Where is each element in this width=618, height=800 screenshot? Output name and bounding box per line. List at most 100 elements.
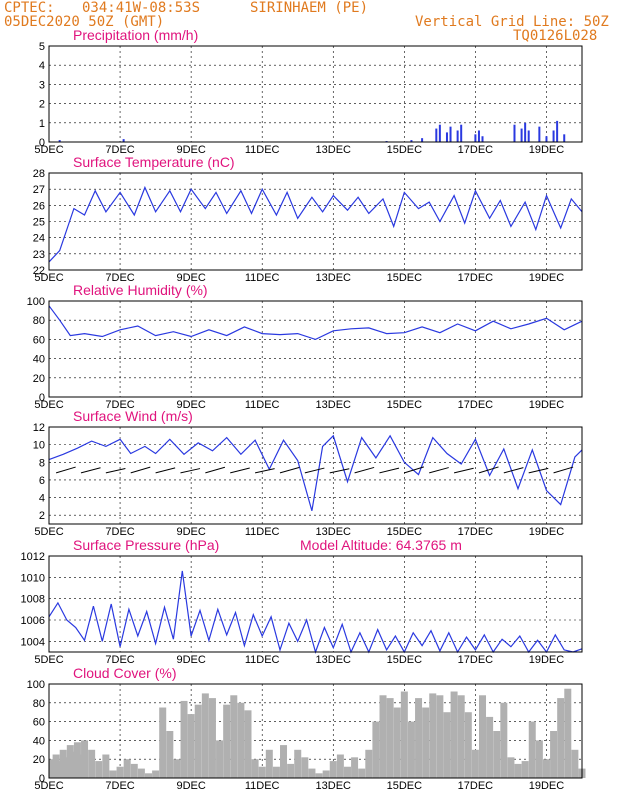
panel-frame	[48, 172, 583, 271]
bar-cloud	[407, 721, 415, 778]
bar-cloud	[379, 695, 387, 778]
x-tick-label: 5DEC	[34, 144, 63, 156]
bar-cloud	[70, 751, 78, 778]
bar-precip	[552, 130, 555, 142]
x-tick-label: 13DEC	[316, 780, 352, 792]
y-tick-label: 0	[39, 392, 45, 404]
y-tick-label: 80	[33, 315, 45, 327]
x-tick-label: 17DEC	[458, 654, 494, 666]
panel-title: Precipitation (mm/h)	[73, 27, 198, 43]
wind-arrow	[528, 467, 549, 474]
bar-precip	[524, 122, 527, 142]
bar-precip	[474, 134, 477, 142]
bar-cloud	[137, 768, 145, 778]
bar-precip	[460, 124, 463, 142]
y-tick-label: 8	[39, 457, 45, 469]
bar-cloud	[49, 759, 57, 778]
y-tick-label: 26	[33, 200, 45, 212]
y-tick-label: 0	[39, 137, 45, 149]
bar-cloud	[400, 691, 408, 778]
x-tick-label: 19DEC	[529, 144, 565, 156]
x-tick-label: 7DEC	[105, 399, 134, 411]
x-tick-label: 7DEC	[105, 526, 134, 538]
series-line-temp	[48, 185, 583, 263]
wind-arrow	[180, 468, 201, 474]
bar-cloud	[272, 766, 280, 778]
bar-cloud	[386, 698, 394, 778]
bar-cloud	[535, 740, 543, 778]
y-tick-label: 4	[39, 493, 45, 505]
x-tick-label: 15DEC	[387, 526, 423, 538]
x-tick-label: 15DEC	[387, 654, 423, 666]
wind-arrow	[329, 468, 350, 474]
bar-cloud	[81, 740, 89, 778]
bar-cloud	[56, 761, 64, 778]
bar-precip	[445, 132, 448, 142]
x-tick-label: 15DEC	[387, 272, 423, 284]
y-tick-label: 1008	[21, 594, 45, 606]
bar-cloud	[479, 695, 487, 778]
bar-cloud	[493, 731, 501, 778]
x-tick-label: 9DEC	[176, 654, 205, 666]
panel-precip: 5 4 3 2 1 05DEC 7DEC 9DEC 11DEC 13DEC 15DEC 17DEC 19…	[34, 27, 583, 156]
bar-cloud	[436, 695, 444, 778]
panel-title: Surface Temperature (nC)	[73, 154, 235, 170]
bar-precip	[556, 120, 559, 142]
y-tick-label: 40	[33, 354, 45, 366]
wind-arrow	[55, 466, 76, 474]
bar-precip	[520, 128, 523, 142]
x-tick-label: 9DEC	[176, 144, 205, 156]
x-tick-label: 5DEC	[34, 780, 63, 792]
bar-cloud	[308, 768, 316, 778]
panel-pressure: 1012 1010 1008 1006 1004 5DEC 7DEC 9DEC 11DEC 13D…	[21, 537, 583, 666]
bar-cloud	[59, 749, 67, 778]
bar-precip	[438, 124, 441, 142]
y-tick-label: 0	[39, 773, 45, 785]
y-tick-label: 10	[33, 440, 45, 452]
x-tick-label: 7DEC	[105, 272, 134, 284]
bar-precip	[435, 128, 438, 142]
y-tick-label: 60	[33, 717, 45, 729]
bar-precip	[538, 126, 541, 142]
bar-cloud	[280, 745, 288, 778]
bar-cloud	[393, 707, 401, 778]
panel-frame	[48, 683, 583, 779]
y-tick-label: 1006	[21, 615, 45, 627]
wind-arrow	[354, 466, 375, 474]
bar-cloud	[237, 702, 245, 778]
x-tick-label: 11DEC	[245, 272, 280, 284]
bar-cloud	[144, 773, 152, 778]
wind-arrow	[553, 466, 574, 474]
x-tick-label: 17DEC	[458, 272, 494, 284]
x-tick-label: 9DEC	[176, 526, 205, 538]
series-line-humidity	[48, 305, 583, 341]
wind-arrow	[155, 467, 176, 474]
wind-arrow	[478, 466, 499, 474]
bar-cloud	[73, 742, 81, 778]
bar-cloud	[471, 749, 479, 778]
x-tick-label: 19DEC	[529, 780, 565, 792]
bar-cloud	[187, 714, 195, 778]
series-line-pressure	[48, 570, 583, 654]
bar-cloud	[315, 773, 323, 778]
x-tick-label: 13DEC	[316, 399, 352, 411]
bar-cloud	[265, 749, 273, 778]
bar-cloud	[201, 693, 209, 778]
y-tick-label: 1012	[21, 551, 45, 563]
x-tick-label: 17DEC	[458, 144, 494, 156]
x-tick-label: 13DEC	[316, 654, 352, 666]
y-tick-label: 1010	[21, 572, 45, 584]
bar-precip	[421, 138, 424, 142]
bar-cloud	[372, 721, 380, 778]
y-tick-label: 20	[33, 754, 45, 766]
bar-precip	[527, 130, 530, 142]
y-tick-label: 1004	[21, 636, 45, 648]
header-model-code: TQ0126L028	[513, 28, 597, 44]
y-tick-label: 100	[27, 679, 45, 691]
bar-cloud	[486, 716, 494, 778]
bar-cloud	[88, 749, 96, 778]
bar-cloud	[343, 766, 351, 778]
bar-cloud	[152, 770, 160, 778]
bar-cloud	[230, 695, 238, 778]
